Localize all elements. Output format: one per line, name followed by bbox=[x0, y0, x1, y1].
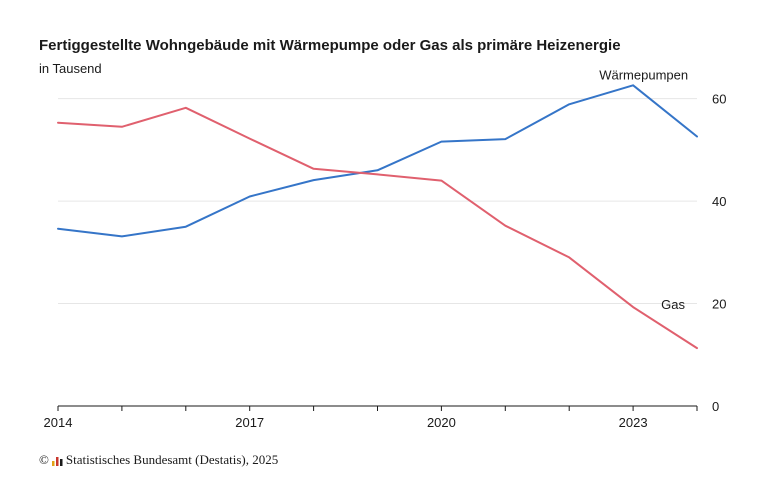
destatis-logo-icon bbox=[51, 456, 63, 466]
series-label-gas: Gas bbox=[661, 297, 685, 312]
source-text: Statistisches Bundesamt (Destatis), 2025 bbox=[65, 452, 279, 467]
grid-lines bbox=[58, 98, 697, 305]
x-tick-label: 2017 bbox=[235, 415, 264, 430]
series-label-waermepumpen: Wärmepumpen bbox=[599, 67, 688, 82]
line-chart: 0 20 40 60 2014 2017 2020 2023 Wärmepumpen Gas bbox=[44, 67, 727, 430]
x-tick-label: 2014 bbox=[44, 415, 73, 430]
y-tick-label: 20 bbox=[712, 297, 726, 312]
source-note: © Statistisches Bundesamt (Destatis), 20… bbox=[39, 452, 278, 468]
x-tick-label: 2023 bbox=[619, 415, 648, 430]
y-tick-label: 0 bbox=[712, 399, 719, 414]
y-tick-label: 40 bbox=[712, 194, 726, 209]
chart-subtitle: in Tausend bbox=[39, 61, 102, 76]
x-axis bbox=[57, 405, 698, 411]
copyright-symbol: © bbox=[39, 452, 49, 467]
series-line-gas bbox=[57, 106, 698, 350]
x-tick-label: 2020 bbox=[427, 415, 456, 430]
chart-title: Fertiggestellte Wohngebäude mit Wärmepum… bbox=[39, 37, 621, 54]
series-lines bbox=[57, 84, 698, 350]
series-line-waermepumpen bbox=[57, 84, 698, 238]
y-tick-label: 60 bbox=[712, 92, 726, 107]
labels: 0 20 40 60 2014 2017 2020 2023 Wärmepumpen Gas bbox=[44, 67, 727, 430]
